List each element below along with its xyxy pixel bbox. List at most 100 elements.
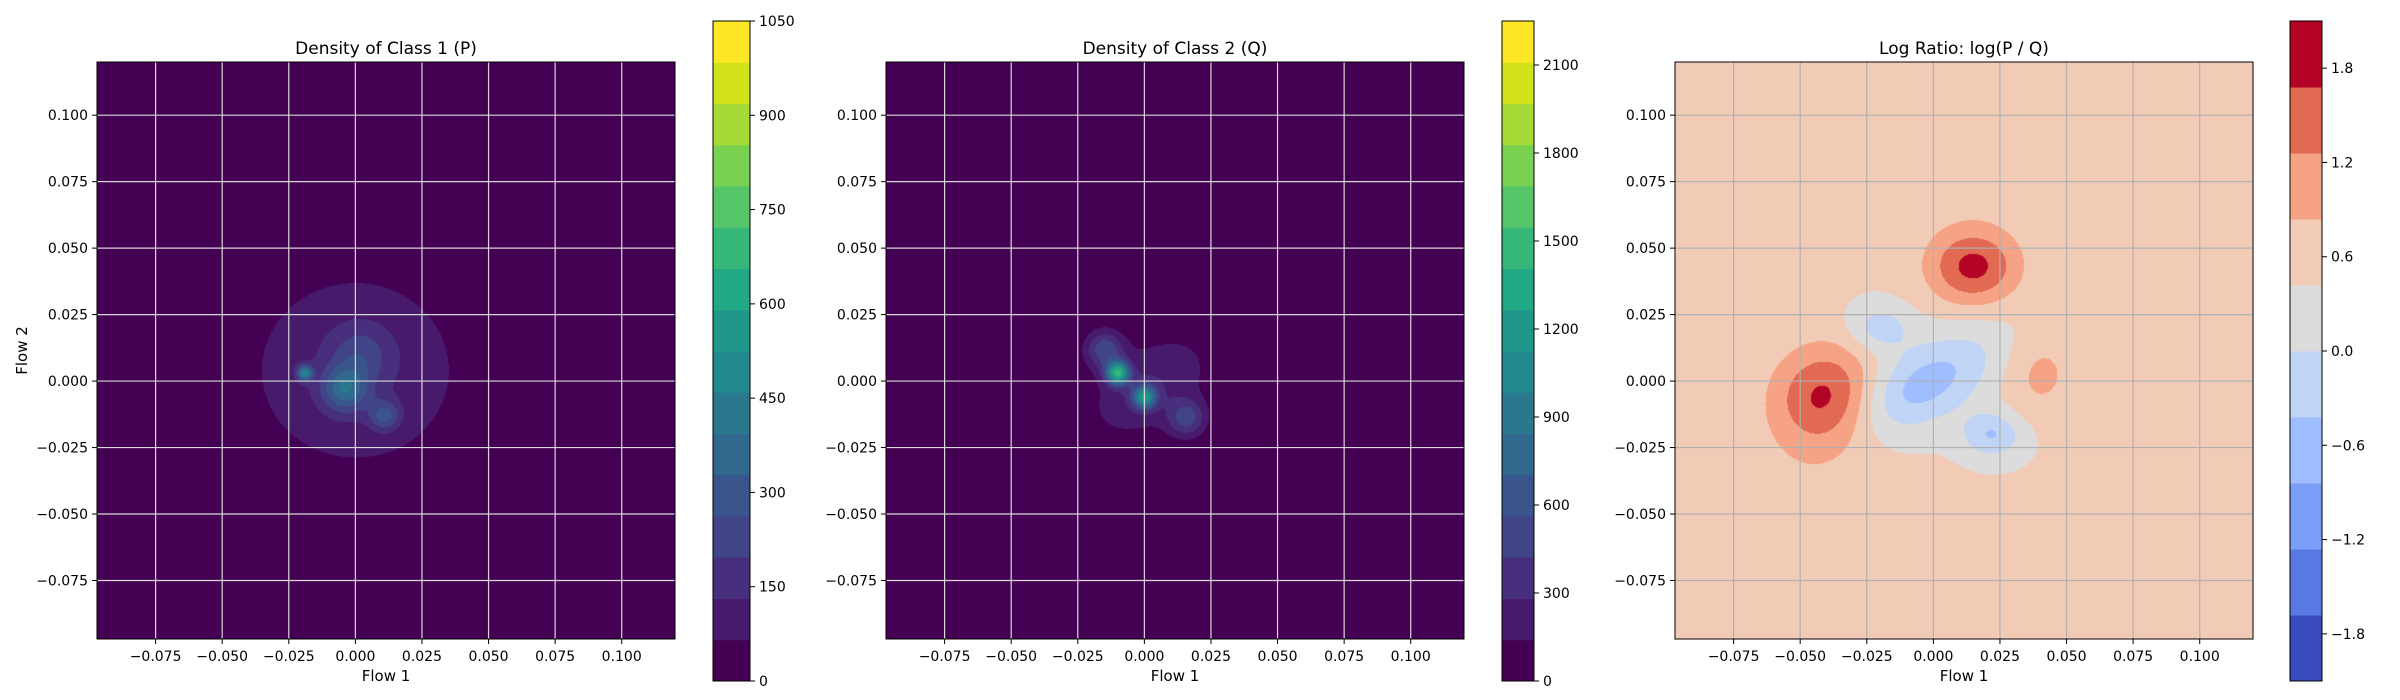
colorbar-band [713, 186, 750, 228]
chart-title: Density of Class 1 (P) [295, 39, 477, 59]
colorbar-tick-label: 1200 [1543, 322, 1579, 338]
y-tick-label: −0.075 [36, 574, 88, 590]
colorbar-band [713, 309, 750, 352]
colorbar-tick-label: 1050 [759, 14, 795, 30]
colorbar-tick-label: 1500 [1543, 234, 1579, 250]
colorbar-band [2290, 21, 2322, 88]
colorbar-tick-label: −1.2 [2331, 533, 2365, 549]
colorbar-tick-label: 300 [1543, 586, 1570, 602]
x-tick-label: 0.025 [1980, 649, 2020, 665]
x-tick-label: −0.025 [1052, 649, 1104, 665]
y-tick-label: 0.075 [48, 175, 88, 191]
heatmap-canvas [1675, 62, 2253, 639]
y-tick-label: −0.025 [825, 441, 877, 457]
colorbar-tick-label: 2100 [1543, 58, 1579, 74]
y-tick-label: 0.075 [1626, 175, 1666, 191]
y-tick-label: 0.000 [837, 374, 877, 390]
colorbar-band [2290, 417, 2322, 484]
x-tick-label: −0.050 [196, 649, 248, 665]
colorbar-band [1502, 227, 1534, 269]
colorbar-band [2290, 219, 2322, 286]
heatmap-area [97, 62, 675, 639]
heatmap-area [1675, 62, 2253, 639]
colorbar-tick-label: 300 [759, 485, 786, 501]
colorbar-band [1502, 62, 1534, 104]
colorbar-band [1502, 144, 1534, 187]
colorbar-band [713, 474, 750, 517]
x-tick-label: 0.000 [1124, 649, 1164, 665]
colorbar-band [713, 516, 750, 558]
y-tick-label: 0.000 [1626, 374, 1666, 390]
colorbar-frame [712, 20, 751, 682]
colorbar-tick-label: 900 [759, 108, 786, 124]
x-tick-label: 0.075 [535, 649, 575, 665]
colorbar: −1.8 −1.2 −0.6 0.0 0.6 1.2 1.8 [2289, 20, 2365, 682]
colorbar-band [1502, 186, 1534, 228]
x-tick-label: 0.075 [2113, 649, 2153, 665]
colorbar-band [1502, 309, 1534, 352]
colorbar-frame [1501, 20, 1535, 682]
colorbar-tick-label: 0.6 [2331, 250, 2353, 266]
colorbar-band [713, 639, 750, 682]
x-tick-label: −0.050 [1774, 649, 1826, 665]
y-tick-label: 0.100 [837, 108, 877, 124]
colorbar-band [1502, 516, 1534, 558]
x-tick-label: −0.050 [985, 649, 1037, 665]
colorbar-band [1502, 557, 1534, 599]
colorbar-band [713, 598, 750, 641]
colorbar-band [713, 351, 750, 393]
colorbar-band [713, 268, 750, 311]
x-tick-label: −0.075 [130, 649, 182, 665]
y-tick-label: −0.075 [825, 574, 877, 590]
colorbar-tick-label: 600 [1543, 498, 1570, 514]
y-tick-label: 0.100 [1626, 108, 1666, 124]
colorbar-tick-label: −0.6 [2331, 438, 2365, 454]
colorbar-tick-label: −1.8 [2331, 627, 2365, 643]
x-tick-label: 0.050 [469, 649, 509, 665]
colorbar-band [2290, 549, 2322, 616]
colorbar-band [713, 103, 750, 146]
y-tick-label: 0.075 [837, 175, 877, 191]
x-tick-label: 0.025 [1191, 649, 1231, 665]
colorbar-band [1502, 21, 1534, 63]
x-tick-label: −0.025 [263, 649, 315, 665]
x-tick-label: −0.025 [1841, 649, 1893, 665]
colorbar-tick-label: 900 [1543, 410, 1570, 426]
x-tick-label: 0.050 [1258, 649, 1298, 665]
y-tick-label: −0.025 [1614, 441, 1666, 457]
y-tick-label: 0.050 [1626, 241, 1666, 257]
y-tick-label: −0.050 [825, 507, 877, 523]
colorbar-tick-label: 750 [759, 203, 786, 219]
y-tick-label: −0.050 [36, 507, 88, 523]
chart-panel-2: −0.075 −0.050 −0.025 0.000 0.025 0.050 0.075 0.… [825, 20, 1579, 690]
colorbar: 0 150 300 450 600 750 900 1050 [712, 14, 795, 690]
y-axis-label: Flow 2 [13, 326, 31, 375]
colorbar-tick-label: 150 [759, 580, 786, 596]
colorbar-tick-label: 1800 [1543, 146, 1579, 162]
colorbar-tick-label: 0.0 [2331, 344, 2353, 360]
x-axis-label: Flow 1 [362, 667, 411, 685]
colorbar-band [713, 433, 750, 476]
colorbar-band [1502, 392, 1534, 434]
y-tick-label: −0.075 [1614, 574, 1666, 590]
y-tick-label: 0.100 [48, 108, 88, 124]
colorbar-band [2290, 87, 2322, 154]
y-tick-label: 0.000 [48, 374, 88, 390]
plot-frame [96, 61, 676, 640]
colorbar-band [713, 21, 750, 63]
x-tick-label: 0.025 [402, 649, 442, 665]
colorbar-tick-label: 1.2 [2331, 155, 2353, 171]
x-tick-label: 0.100 [602, 649, 642, 665]
y-tick-label: 0.050 [48, 241, 88, 257]
plot-frame [1674, 61, 2254, 640]
colorbar-band [2290, 351, 2322, 418]
x-tick-label: 0.075 [1324, 649, 1364, 665]
colorbar-tick-label: 0 [1543, 674, 1552, 690]
colorbar-band [2290, 285, 2322, 352]
colorbar-band [1502, 268, 1534, 311]
chart-panel-3: −0.075 −0.050 −0.025 0.000 0.025 0.050 0.075 0.… [1614, 20, 2365, 685]
colorbar-band [1502, 474, 1534, 517]
y-tick-label: −0.025 [36, 441, 88, 457]
x-tick-label: −0.075 [1708, 649, 1760, 665]
